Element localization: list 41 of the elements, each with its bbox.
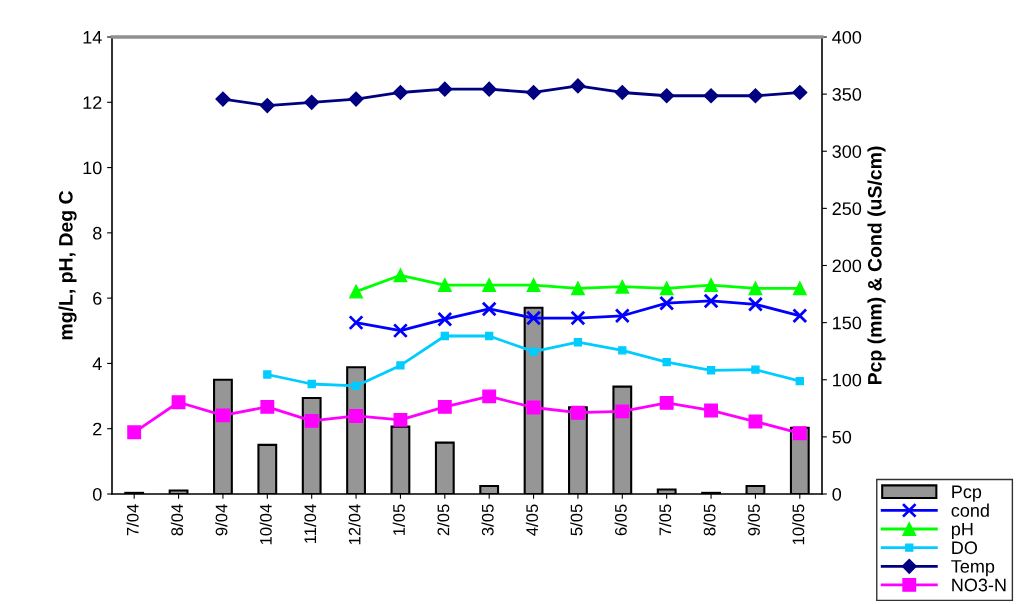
x-tick-label: 8/05 xyxy=(703,504,716,536)
x-tick-label: 3/05 xyxy=(481,504,494,536)
x-tick-label: 8/04 xyxy=(170,504,184,536)
y-tick-label: 4 xyxy=(92,357,102,370)
x-tick-label: 4/05 xyxy=(525,504,539,536)
y2-tick-label: 250 xyxy=(832,202,862,216)
y-tick-label: 10 xyxy=(83,161,102,175)
y-tick-label: 8 xyxy=(93,226,102,240)
y2-tick-label: 300 xyxy=(832,145,862,158)
y2-tick-label: 350 xyxy=(832,88,862,101)
x-tick-label: 10/04 xyxy=(259,504,272,545)
x-tick-label: 5/05 xyxy=(570,504,583,536)
x-tick-label: 12/04 xyxy=(348,504,361,545)
x-tick-label: 9/05 xyxy=(747,504,760,536)
x-tick-label: 7/05 xyxy=(658,504,672,536)
legend-label: Pcp xyxy=(952,485,982,502)
x-tick-label: 1/05 xyxy=(392,504,405,535)
y-tick-label: 14 xyxy=(83,31,102,44)
y-tick-label: 6 xyxy=(93,292,102,305)
y2-tick-label: 50 xyxy=(832,430,852,444)
legend-label: NO3-N xyxy=(952,578,1006,592)
y2-tick-label: 150 xyxy=(833,316,862,330)
y2-tick-label: 400 xyxy=(832,30,862,44)
y-tick-label: 2 xyxy=(93,422,102,436)
legend-label: DO xyxy=(952,541,978,555)
legend-label: Temp xyxy=(951,560,995,577)
y2-tick-label: 200 xyxy=(832,259,862,273)
x-tick-label: 10/05 xyxy=(792,504,805,545)
y2-tick-label: 0 xyxy=(832,487,842,501)
y-axis-title: mg/L, pH, Deg C xyxy=(58,190,77,340)
x-tick-label: 9/04 xyxy=(215,504,228,536)
x-tick-label: 2/05 xyxy=(437,504,450,536)
legend-label: pH xyxy=(951,522,973,540)
x-tick-label: 6/05 xyxy=(614,504,627,536)
y-tick-label: 0 xyxy=(92,487,102,501)
legend-label: cond xyxy=(951,503,989,517)
y2-axis-title: Pcp (mm) & Cond (uS/cm) xyxy=(867,146,886,385)
y-tick-label: 12 xyxy=(83,96,102,109)
y2-tick-label: 100 xyxy=(833,373,862,387)
x-tick-label: 7/04 xyxy=(126,504,139,536)
x-tick-label: 11/04 xyxy=(303,504,317,543)
